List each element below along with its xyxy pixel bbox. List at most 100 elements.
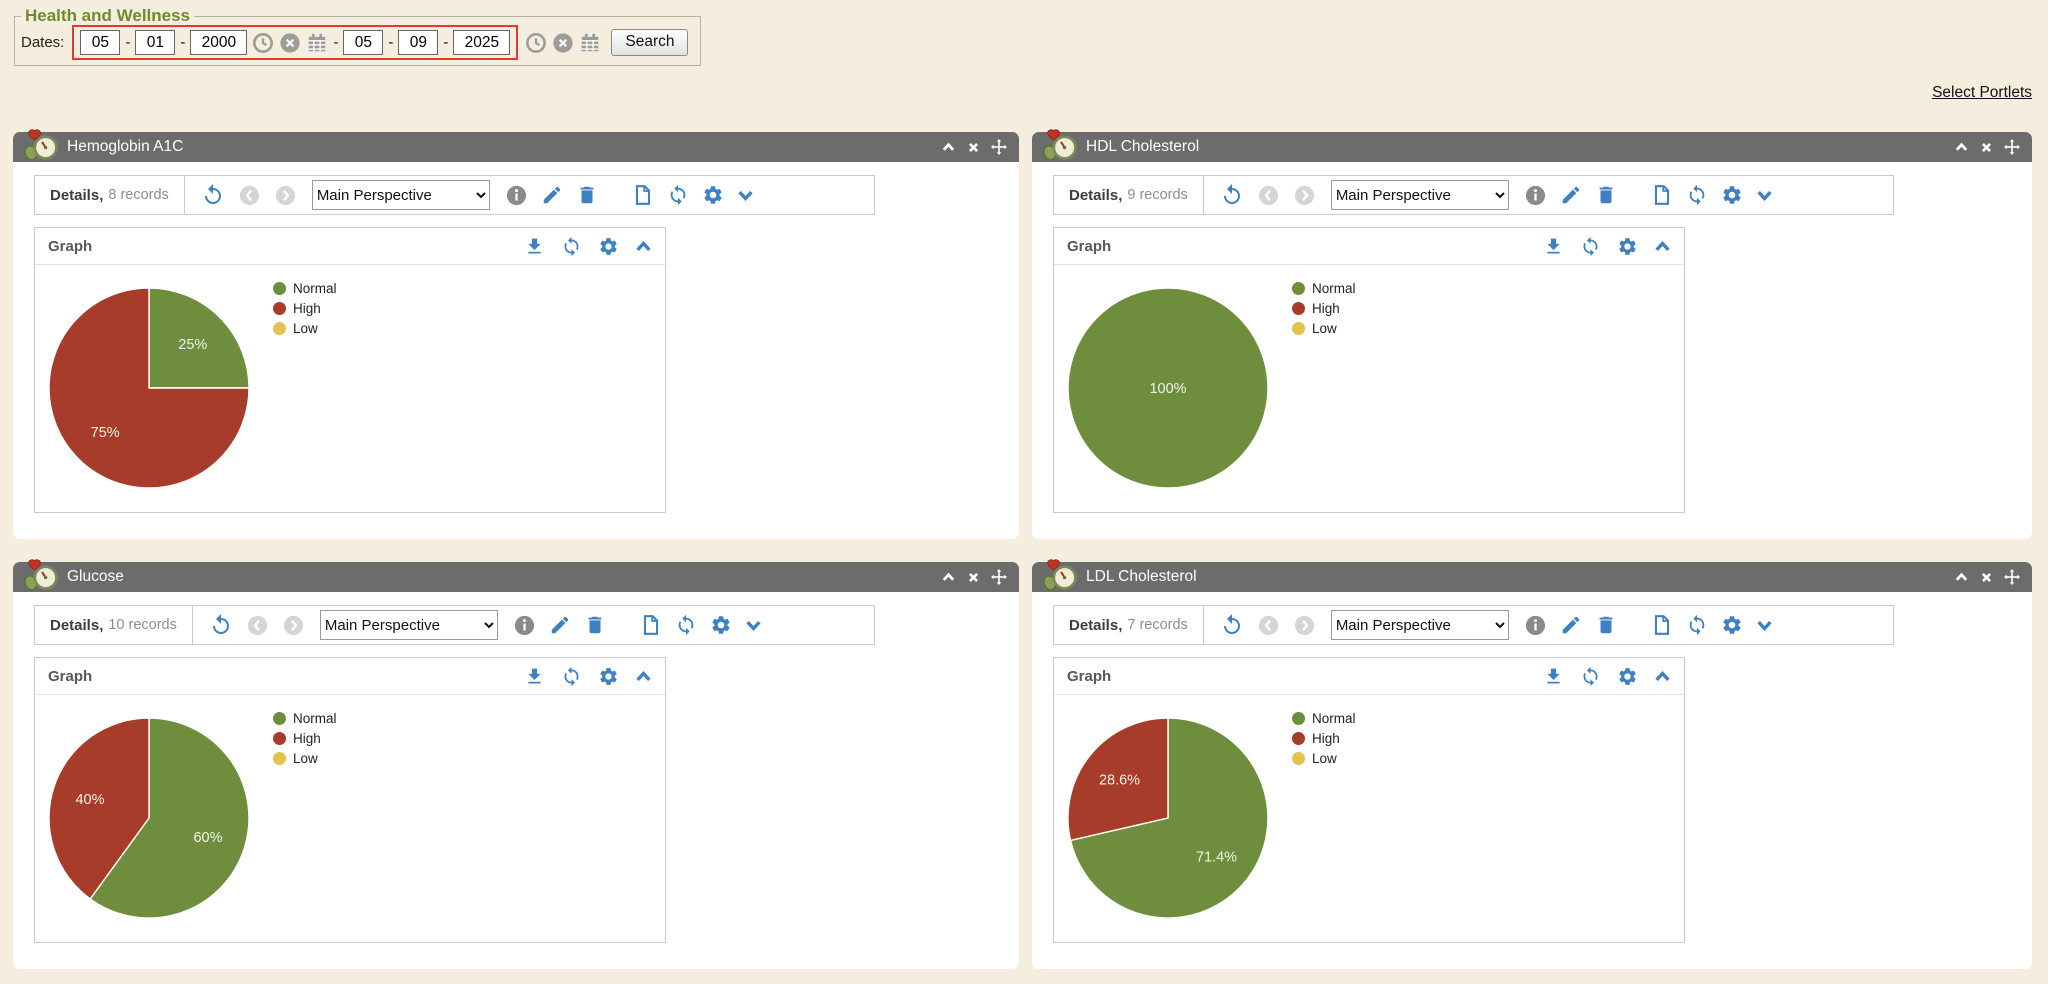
to-year-input[interactable]	[453, 30, 511, 55]
undo-icon[interactable]	[201, 183, 225, 207]
legend-item: High	[1292, 728, 1356, 748]
collapse-graph-icon[interactable]	[1654, 668, 1671, 685]
settings-graph-icon[interactable]	[598, 236, 619, 257]
prev-icon[interactable]	[1257, 614, 1280, 637]
collapse-graph-icon[interactable]	[635, 238, 652, 255]
collapse-portlet-icon[interactable]	[1954, 140, 1969, 155]
next-icon[interactable]	[274, 184, 297, 207]
legend-item: Low	[273, 318, 337, 338]
refresh-graph-icon[interactable]	[1580, 666, 1601, 687]
move-portlet-icon[interactable]	[2004, 569, 2020, 585]
prev-icon[interactable]	[238, 184, 261, 207]
legend-item: Normal	[1292, 708, 1356, 728]
document-icon[interactable]	[1651, 614, 1673, 636]
edit-icon[interactable]	[541, 184, 563, 206]
from-calendar-icon[interactable]	[306, 32, 328, 54]
refresh-graph-icon[interactable]	[561, 236, 582, 257]
chart-legend: Normal High Low	[273, 278, 337, 338]
info-icon[interactable]	[505, 184, 528, 207]
undo-icon[interactable]	[209, 613, 233, 637]
collapse-details-icon[interactable]	[1756, 617, 1773, 634]
collapse-details-icon[interactable]	[745, 617, 762, 634]
refresh-graph-icon[interactable]	[1580, 236, 1601, 257]
from-day-input[interactable]	[135, 30, 176, 55]
details-toolbar: Main Perspective	[1204, 176, 1893, 214]
legend-swatch-normal	[1292, 281, 1305, 295]
prev-icon[interactable]	[246, 614, 269, 637]
info-icon[interactable]	[1524, 184, 1547, 207]
to-calendar-icon[interactable]	[579, 32, 601, 54]
download-icon[interactable]	[524, 236, 545, 257]
perspective-select[interactable]: Main Perspective	[319, 610, 498, 640]
settings-icon[interactable]	[710, 614, 732, 636]
move-portlet-icon[interactable]	[991, 569, 1007, 585]
pie-chart[interactable]: 25% 75%	[47, 286, 251, 490]
download-icon[interactable]	[1543, 666, 1564, 687]
settings-graph-icon[interactable]	[1617, 236, 1638, 257]
collapse-graph-icon[interactable]	[1654, 238, 1671, 255]
to-month-input[interactable]	[343, 30, 384, 55]
move-portlet-icon[interactable]	[2004, 139, 2020, 155]
record-count: 8 records	[108, 187, 169, 203]
settings-graph-icon[interactable]	[1617, 666, 1638, 687]
from-month-input[interactable]	[80, 30, 121, 55]
perspective-select[interactable]: Main Perspective	[311, 180, 490, 210]
refresh-icon[interactable]	[1686, 184, 1708, 206]
document-icon[interactable]	[1651, 184, 1673, 206]
next-icon[interactable]	[282, 614, 305, 637]
to-day-input[interactable]	[398, 30, 439, 55]
pie-chart[interactable]: 71.4% 28.6%	[1066, 716, 1270, 920]
next-icon[interactable]	[1293, 614, 1316, 637]
edit-icon[interactable]	[1560, 614, 1582, 636]
perspective-select[interactable]: Main Perspective	[1330, 180, 1509, 210]
download-icon[interactable]	[1543, 236, 1564, 257]
refresh-graph-icon[interactable]	[561, 666, 582, 687]
from-year-input[interactable]	[190, 30, 248, 55]
refresh-icon[interactable]	[667, 184, 689, 206]
legend-swatch-low	[1292, 321, 1305, 335]
close-portlet-icon[interactable]	[1979, 570, 1994, 585]
move-portlet-icon[interactable]	[991, 139, 1007, 155]
pie-chart[interactable]: 60% 40%	[47, 716, 251, 920]
refresh-icon[interactable]	[675, 614, 697, 636]
collapse-details-icon[interactable]	[737, 187, 754, 204]
edit-icon[interactable]	[549, 614, 571, 636]
close-portlet-icon[interactable]	[1979, 140, 1994, 155]
search-button[interactable]: Search	[611, 29, 689, 56]
collapse-portlet-icon[interactable]	[941, 570, 956, 585]
next-icon[interactable]	[1293, 184, 1316, 207]
graph-panel: Graph 60% 40% Normal High Low	[34, 657, 666, 943]
settings-icon[interactable]	[1721, 614, 1743, 636]
undo-icon[interactable]	[1220, 183, 1244, 207]
from-clock-icon[interactable]	[252, 32, 274, 54]
to-clear-icon[interactable]	[552, 32, 574, 54]
settings-icon[interactable]	[702, 184, 724, 206]
delete-icon[interactable]	[576, 184, 598, 206]
perspective-select[interactable]: Main Perspective	[1330, 610, 1509, 640]
from-clear-icon[interactable]	[279, 32, 301, 54]
delete-icon[interactable]	[1595, 614, 1617, 636]
select-portlets-link[interactable]: Select Portlets	[1932, 84, 2032, 101]
document-icon[interactable]	[632, 184, 654, 206]
info-icon[interactable]	[513, 614, 536, 637]
settings-graph-icon[interactable]	[598, 666, 619, 687]
undo-icon[interactable]	[1220, 613, 1244, 637]
prev-icon[interactable]	[1257, 184, 1280, 207]
collapse-portlet-icon[interactable]	[941, 140, 956, 155]
close-portlet-icon[interactable]	[966, 140, 981, 155]
settings-icon[interactable]	[1721, 184, 1743, 206]
info-icon[interactable]	[1524, 614, 1547, 637]
refresh-icon[interactable]	[1686, 614, 1708, 636]
collapse-portlet-icon[interactable]	[1954, 570, 1969, 585]
delete-icon[interactable]	[1595, 184, 1617, 206]
document-icon[interactable]	[640, 614, 662, 636]
delete-icon[interactable]	[584, 614, 606, 636]
collapse-graph-icon[interactable]	[635, 668, 652, 685]
collapse-details-icon[interactable]	[1756, 187, 1773, 204]
graph-toolbar	[1543, 236, 1671, 257]
edit-icon[interactable]	[1560, 184, 1582, 206]
close-portlet-icon[interactable]	[966, 570, 981, 585]
pie-chart[interactable]: 100%	[1066, 286, 1270, 490]
download-icon[interactable]	[524, 666, 545, 687]
to-clock-icon[interactable]	[525, 32, 547, 54]
